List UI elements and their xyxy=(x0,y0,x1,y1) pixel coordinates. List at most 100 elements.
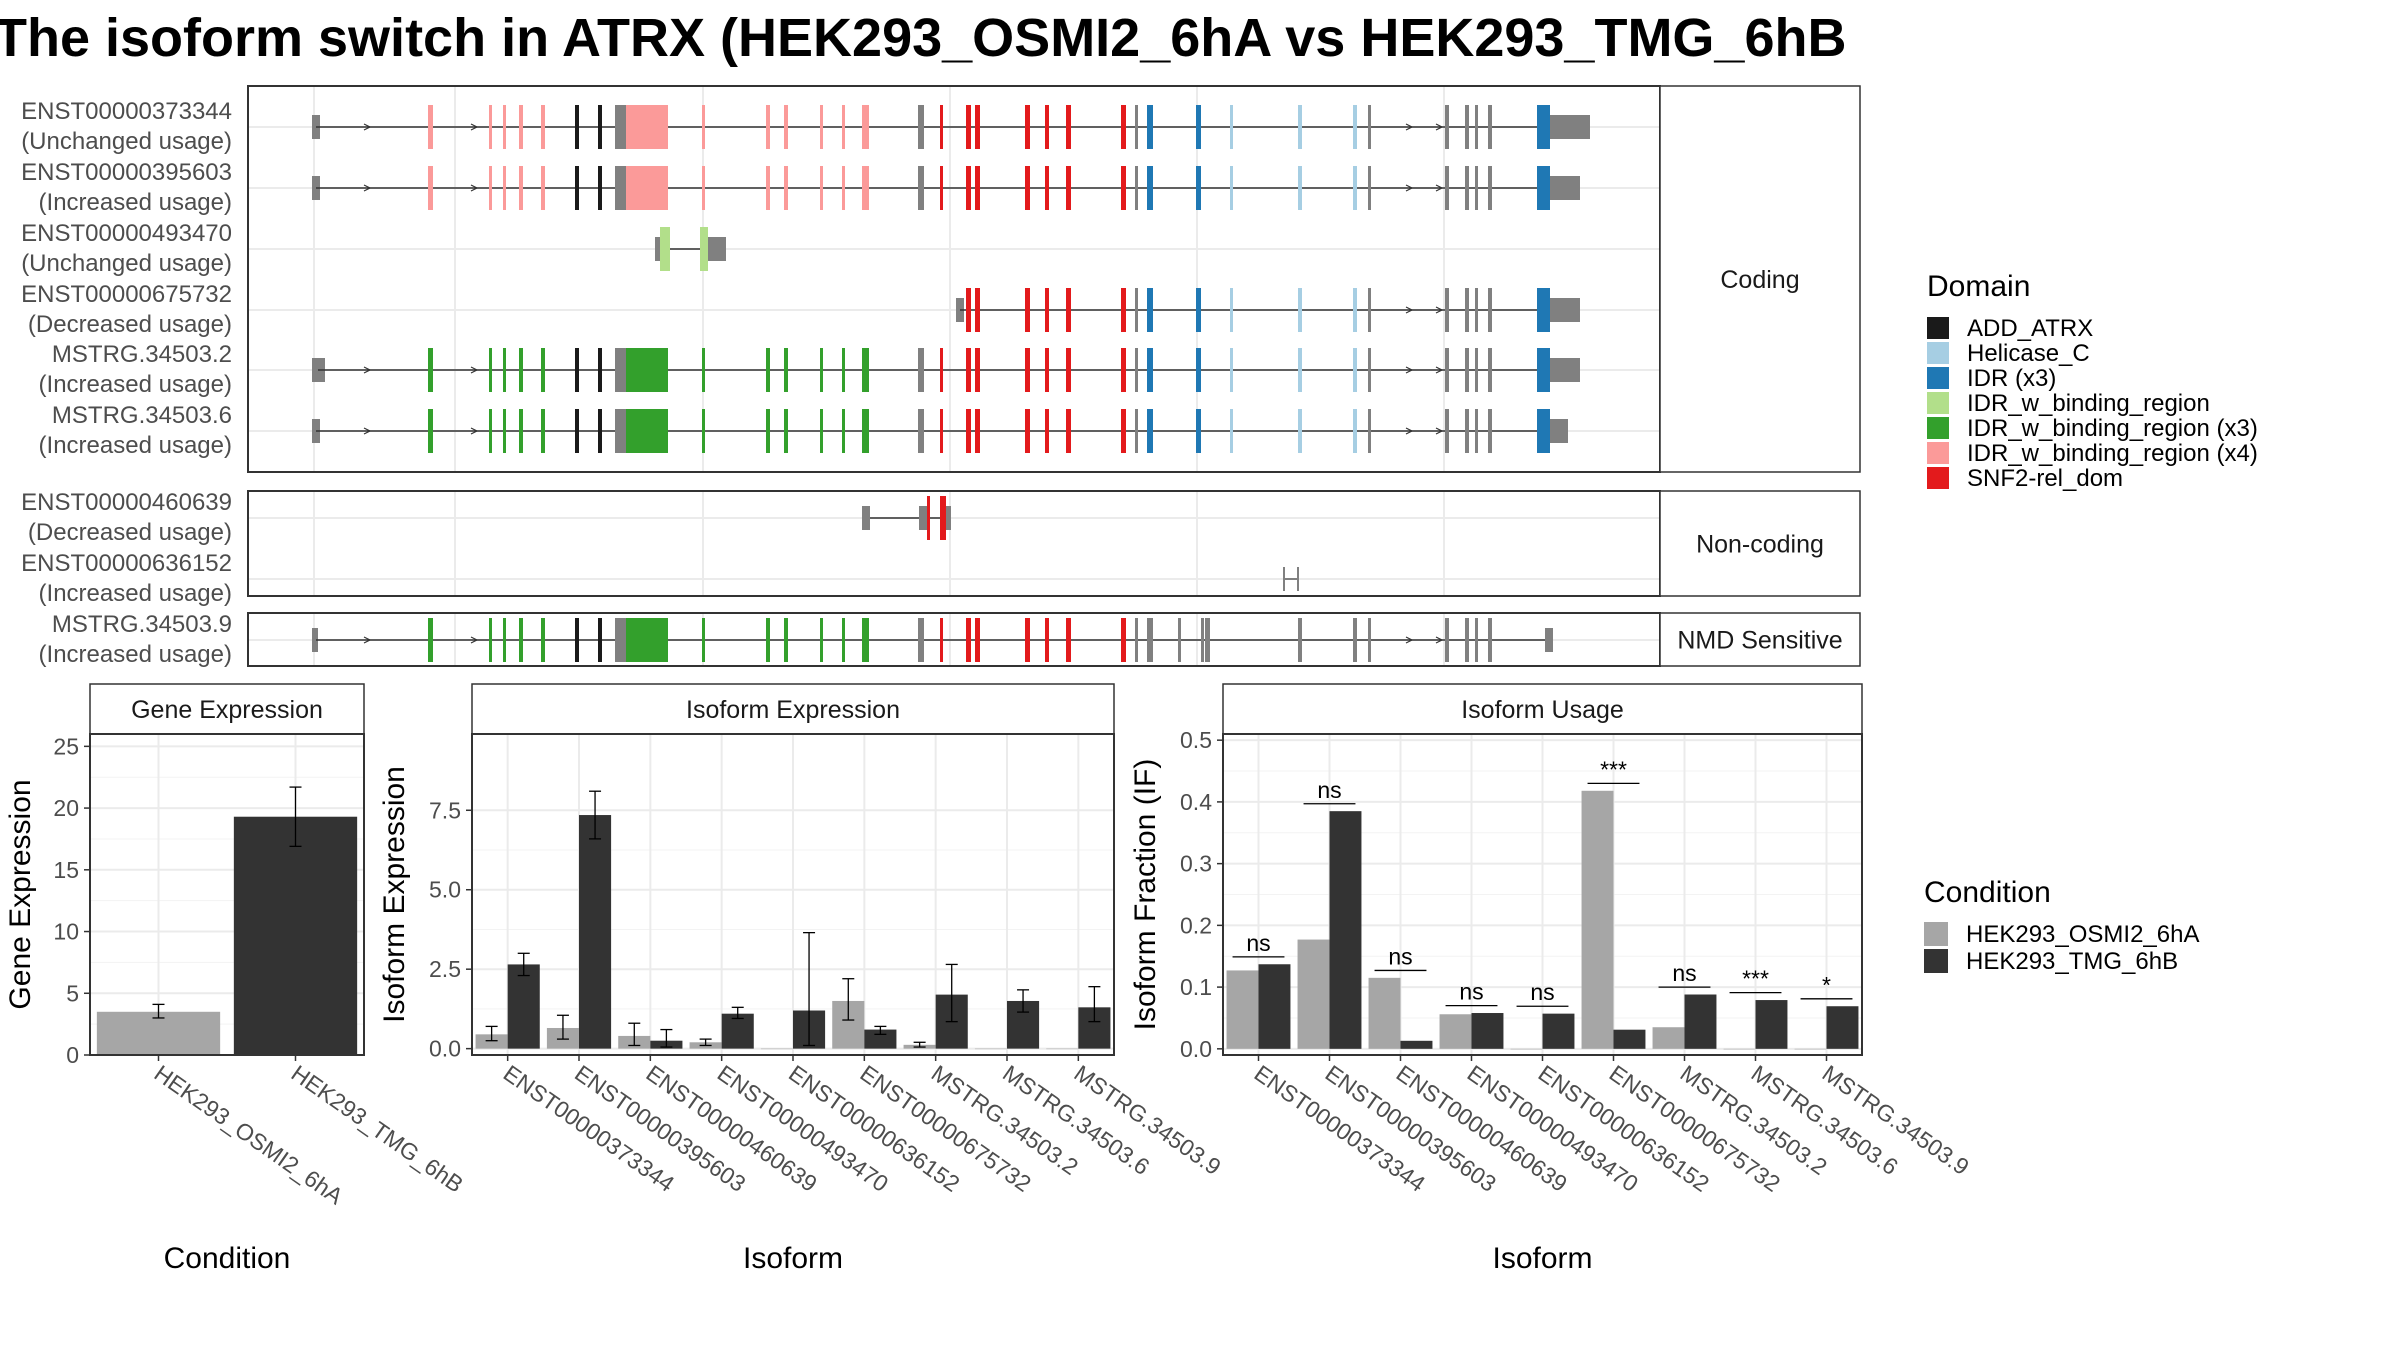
exon-coding xyxy=(862,409,869,453)
exon-coding xyxy=(1121,105,1126,149)
exon-coding xyxy=(503,409,506,453)
exon-coding xyxy=(1368,166,1371,210)
exon-coding xyxy=(975,618,980,662)
exon-coding xyxy=(1475,348,1478,392)
exon-coding xyxy=(702,166,705,210)
exon-coding xyxy=(1475,166,1478,210)
exon-coding xyxy=(784,409,788,453)
bar xyxy=(1652,1027,1685,1049)
exon-coding xyxy=(766,618,770,662)
legend-swatch xyxy=(1927,317,1949,339)
usage-label: (Increased usage) xyxy=(39,580,232,607)
direction-arrow xyxy=(1435,306,1444,314)
significance-label: ns xyxy=(1530,979,1554,1005)
exon-coding xyxy=(1025,348,1030,392)
exon-coding xyxy=(1066,166,1071,210)
exon-utr xyxy=(862,506,870,530)
bar xyxy=(1613,1029,1646,1049)
exon-coding xyxy=(1135,409,1138,453)
y-tick-label: 10 xyxy=(53,919,79,945)
exon-coding xyxy=(1445,618,1449,662)
usage-label: (Decreased usage) xyxy=(28,519,232,546)
exon-coding xyxy=(1465,166,1469,210)
exon-coding xyxy=(966,288,971,332)
exon-coding xyxy=(503,348,506,392)
bar xyxy=(579,815,612,1049)
exon-coding xyxy=(1196,166,1201,210)
exon-coding xyxy=(1368,288,1371,332)
direction-arrow xyxy=(1435,123,1444,131)
y-tick-label: 15 xyxy=(53,857,79,883)
exon-coding xyxy=(1298,105,1302,149)
exon-coding xyxy=(1298,348,1302,392)
exon-coding xyxy=(519,618,523,662)
exon-coding xyxy=(489,166,492,210)
y-tick-label: 5 xyxy=(66,980,79,1006)
exon-coding xyxy=(766,105,770,149)
exon-coding xyxy=(862,618,869,662)
exon-coding xyxy=(702,105,705,149)
bar xyxy=(1794,1048,1827,1050)
exon-coding xyxy=(1465,409,1469,453)
exon-coding xyxy=(820,105,823,149)
exon-coding xyxy=(1465,348,1469,392)
exon-coding xyxy=(940,105,943,149)
exon-utr xyxy=(1550,115,1590,139)
usage-label: (Unchanged usage) xyxy=(21,128,232,155)
exon-coding xyxy=(1465,288,1469,332)
exon-coding xyxy=(1025,618,1030,662)
exon-coding xyxy=(541,409,545,453)
exon-coding xyxy=(820,348,823,392)
significance-label: *** xyxy=(1600,756,1627,782)
exon-utr xyxy=(1550,419,1568,443)
exon-coding xyxy=(1147,105,1153,149)
legend-swatch xyxy=(1927,417,1949,439)
legend-label: Helicase_C xyxy=(1967,340,2090,367)
exon-coding xyxy=(1230,105,1233,149)
exon-coding xyxy=(1066,288,1071,332)
isoform-id-label: ENST00000395603 xyxy=(21,159,232,186)
exon-coding xyxy=(700,227,708,271)
bar xyxy=(96,1011,221,1055)
exon-coding xyxy=(966,105,971,149)
bar xyxy=(721,1013,754,1049)
exon-coding xyxy=(918,618,924,662)
exon-coding xyxy=(1353,409,1357,453)
exon-coding xyxy=(615,618,626,662)
exon-coding xyxy=(1135,288,1138,332)
y-tick-label: 0.0 xyxy=(429,1036,461,1062)
panel-strip xyxy=(471,683,1115,735)
exon-coding xyxy=(1025,166,1030,210)
exon-coding xyxy=(940,409,943,453)
exon-coding xyxy=(1445,105,1449,149)
exon-coding xyxy=(1147,618,1153,662)
direction-arrow xyxy=(363,123,372,131)
exon-coding xyxy=(1368,618,1371,662)
exon-coding xyxy=(1537,409,1550,453)
exon-coding xyxy=(918,348,924,392)
legend-label: IDR_w_binding_region xyxy=(1967,390,2210,417)
exon-coding xyxy=(575,618,579,662)
significance-label: ns xyxy=(1672,960,1696,986)
exon-coding xyxy=(1121,166,1126,210)
exon-coding xyxy=(1135,105,1138,149)
direction-arrow xyxy=(1405,636,1414,644)
exon-coding xyxy=(966,409,971,453)
panel-title: Isoform Usage xyxy=(1461,696,1624,724)
exon-coding xyxy=(428,409,433,453)
direction-arrow xyxy=(363,184,372,192)
panel-title: Gene Expression xyxy=(131,696,323,724)
direction-arrow xyxy=(470,123,479,131)
exon-coding xyxy=(1298,618,1302,662)
y-axis-title: Gene Expression xyxy=(4,779,37,1009)
direction-arrow xyxy=(1435,427,1444,435)
exon-coding xyxy=(1196,288,1201,332)
facet-strip-label: NMD Sensitive xyxy=(1677,627,1842,655)
bar xyxy=(1510,1048,1543,1050)
legend-label: IDR_w_binding_region (x3) xyxy=(1967,415,2258,442)
isoform-id-label: MSTRG.34503.6 xyxy=(52,402,232,429)
bar xyxy=(1439,1014,1472,1049)
isoform-id-label: ENST00000373344 xyxy=(21,98,232,125)
y-tick-label: 0.1 xyxy=(1180,974,1212,1000)
facet-background xyxy=(248,86,1660,472)
